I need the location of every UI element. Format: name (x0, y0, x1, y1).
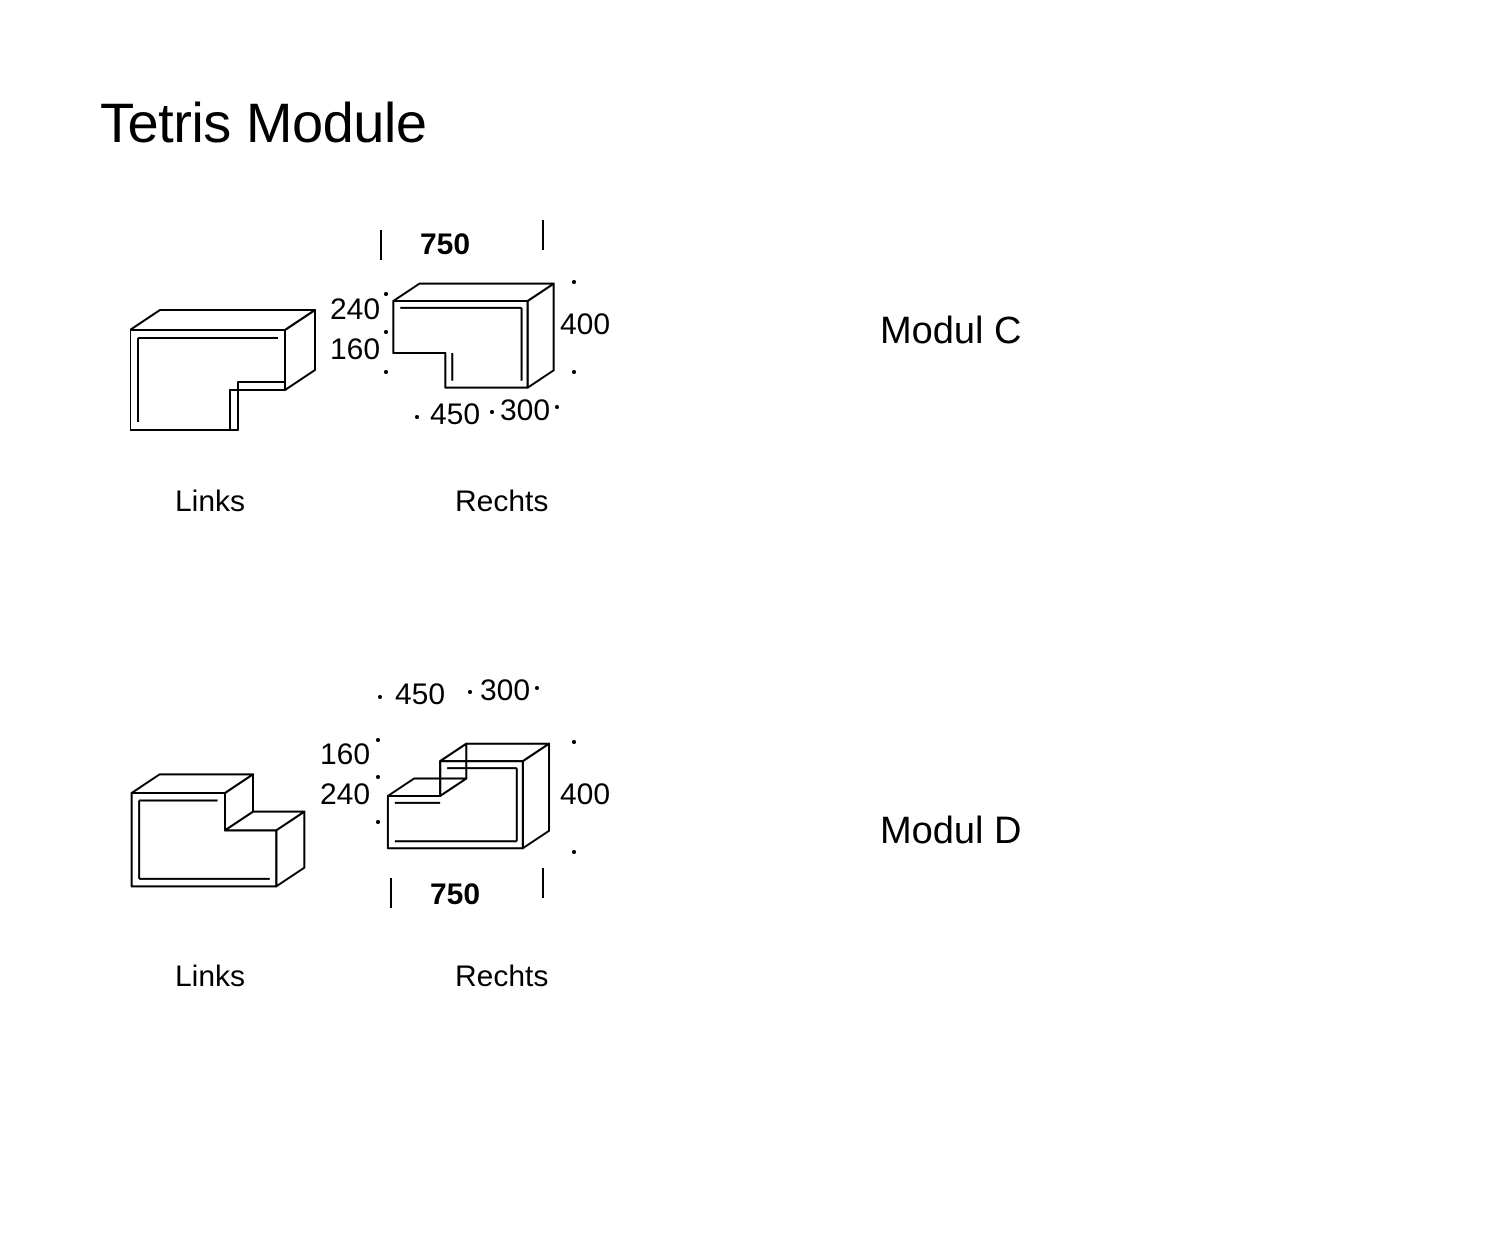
dim-dot (384, 370, 388, 374)
dim-tick (380, 230, 382, 260)
module-c-right-drawing (390, 275, 570, 405)
module-d-left-drawing (125, 765, 325, 905)
dim-d-h-total: 400 (560, 780, 610, 810)
module-c-label: Modul C (880, 310, 1022, 353)
dim-dot (490, 410, 494, 414)
dim-tick (542, 868, 544, 898)
dim-dot (572, 740, 576, 744)
dim-d-w-left: 450 (395, 680, 445, 710)
dim-d-h-upper: 160 (320, 740, 370, 770)
module-c-left-drawing (130, 300, 330, 450)
dim-dot (378, 695, 382, 699)
dim-dot (572, 370, 576, 374)
dim-d-width: 750 (430, 880, 480, 910)
dim-dot (572, 280, 576, 284)
dim-c-h-lower: 160 (330, 335, 380, 365)
dim-dot (384, 330, 388, 334)
dim-dot (376, 820, 380, 824)
module-d-label: Modul D (880, 810, 1022, 853)
dim-dot (535, 686, 539, 690)
dim-dot (384, 292, 388, 296)
dim-d-h-lower: 240 (320, 780, 370, 810)
module-c-right-caption: Rechts (455, 485, 548, 519)
module-d-right-caption: Rechts (455, 960, 548, 994)
dim-d-w-right: 300 (480, 676, 530, 706)
dim-tick (390, 878, 392, 908)
module-d-left-caption: Links (175, 960, 245, 994)
page-title: Tetris Module (100, 90, 427, 155)
module-d-right-drawing (385, 735, 565, 870)
dim-dot (572, 850, 576, 854)
dim-tick (542, 220, 544, 250)
dim-c-h-upper: 240 (330, 295, 380, 325)
dim-c-width: 750 (420, 230, 470, 260)
dim-dot (468, 690, 472, 694)
dim-dot (415, 415, 419, 419)
dim-dot (555, 405, 559, 409)
module-c-left-caption: Links (175, 485, 245, 519)
dim-dot (376, 775, 380, 779)
dim-dot (376, 738, 380, 742)
